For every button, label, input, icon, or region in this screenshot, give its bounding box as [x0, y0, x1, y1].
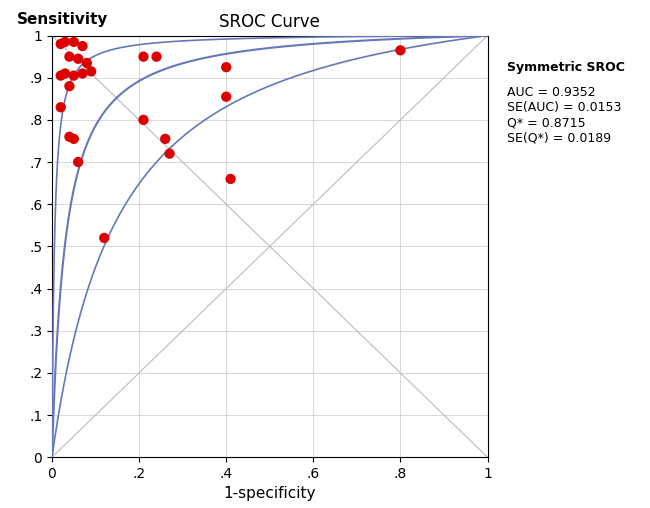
Point	[86, 68, 96, 76]
Point	[138, 53, 149, 61]
Point	[60, 38, 70, 46]
Point	[69, 72, 79, 80]
Point	[82, 59, 92, 67]
Title: SROC Curve: SROC Curve	[219, 13, 320, 31]
Point	[55, 72, 66, 80]
Point	[64, 133, 75, 141]
Point	[64, 53, 75, 61]
Point	[73, 55, 83, 63]
Point	[69, 38, 79, 46]
Point	[77, 70, 88, 78]
Text: Symmetric SROC: Symmetric SROC	[507, 61, 625, 74]
Point	[160, 135, 170, 143]
Point	[151, 53, 162, 61]
Point	[99, 234, 109, 242]
Text: AUC = 0.9352
SE(AUC) = 0.0153
Q* = 0.8715
SE(Q*) = 0.0189: AUC = 0.9352 SE(AUC) = 0.0153 Q* = 0.871…	[507, 86, 621, 144]
Point	[164, 149, 175, 157]
Point	[226, 175, 236, 183]
Point	[69, 135, 79, 143]
Point	[73, 158, 83, 166]
Text: Sensitivity: Sensitivity	[17, 12, 109, 27]
Point	[60, 70, 70, 78]
Point	[138, 116, 149, 124]
Point	[221, 63, 231, 71]
Point	[77, 42, 88, 50]
Point	[221, 92, 231, 101]
Point	[55, 40, 66, 48]
Point	[64, 82, 75, 90]
Point	[55, 103, 66, 111]
X-axis label: 1-specificity: 1-specificity	[224, 487, 316, 501]
Point	[395, 46, 406, 54]
